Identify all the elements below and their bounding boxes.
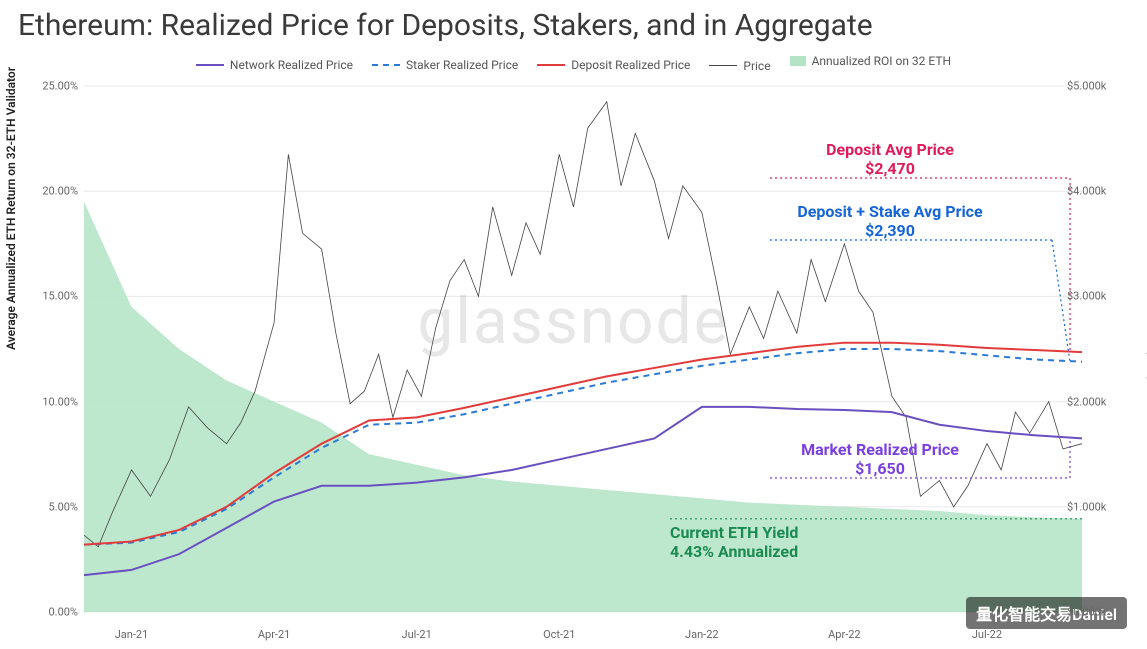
callout-deposit: Deposit Avg Price $2,470 (770, 140, 1010, 178)
y-right-tick: $0.000k (1067, 606, 1117, 619)
callout-staker: Deposit + Stake Avg Price $2,390 (770, 202, 1010, 240)
x-tick: Jan-21 (115, 628, 149, 641)
y-left-tick: 10.00% (34, 395, 78, 408)
callout-yield: Current ETH Yield 4.43% Annualized (670, 523, 798, 561)
y-right-tick: $5.000k (1067, 80, 1117, 93)
callout-line: Deposit Avg Price (770, 140, 1010, 159)
y-right-tick: $3.000k (1067, 290, 1117, 303)
y-left-tick: 25.00% (34, 80, 78, 93)
x-tick: Jul-21 (402, 628, 432, 641)
y-right-tick: $2.000k (1067, 395, 1117, 408)
callout-line: Current ETH Yield (670, 523, 798, 542)
callout-line: Deposit + Stake Avg Price (770, 202, 1010, 221)
x-tick: Oct-21 (543, 628, 575, 641)
callout-line: Market Realized Price (760, 440, 1000, 459)
x-tick: Jul-22 (972, 628, 1002, 641)
callout-line: $2,470 (770, 159, 1010, 178)
y-left-tick: 20.00% (34, 185, 78, 198)
x-tick: Jan-22 (685, 628, 719, 641)
callout-line: $2,390 (770, 221, 1010, 240)
y-right-tick: $4.000k (1067, 185, 1117, 198)
y-left-tick: 0.00% (34, 606, 78, 619)
y-left-tick: 5.00% (34, 500, 78, 513)
callout-line: $1,650 (760, 459, 1000, 478)
callout-line: 4.43% Annualized (670, 542, 798, 561)
callout-network: Market Realized Price $1,650 (760, 440, 1000, 478)
y-left-tick: 15.00% (34, 290, 78, 303)
x-tick: Apr-21 (258, 628, 290, 641)
x-tick: Apr-22 (828, 628, 860, 641)
y-right-tick: $1.000k (1067, 500, 1117, 513)
chart-canvas (0, 0, 1147, 649)
